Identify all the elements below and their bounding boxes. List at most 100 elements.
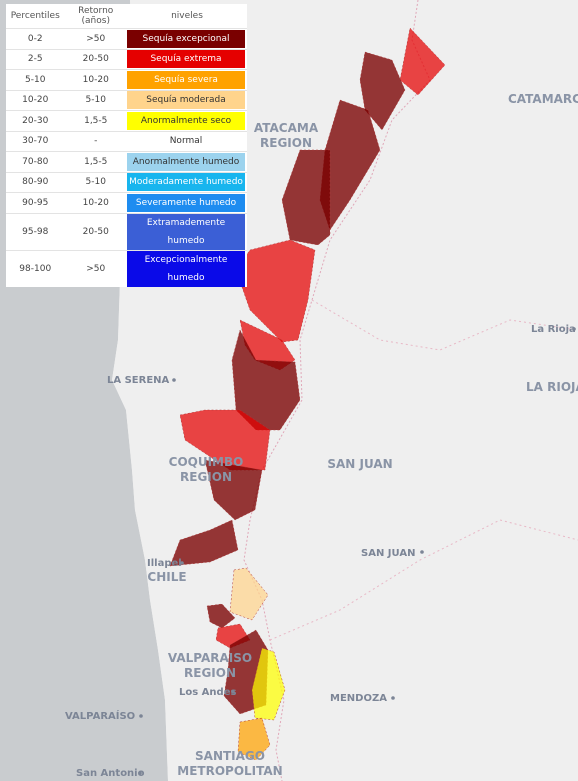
legend-row: 98-100 >50 Excepcionalmente humedo [6,249,247,287]
legend-nivel-cell: Moderadamente humedo [127,171,247,193]
city-dot-valparaiso [139,714,143,718]
drought-areas[interactable] [169,27,446,761]
city-dot-la-rioja [572,327,576,331]
legend-retorno: >50 [64,249,127,287]
area-atacama-north[interactable] [399,27,446,96]
city-label-san-antonio: San Antonio [76,768,145,779]
region-label-santiago-suffix: METROPOLITAN [177,764,282,778]
legend-nivel-swatch: Sequía excepcional [127,29,245,48]
legend-nivel-cell: Sequía moderada [127,89,247,111]
legend-nivel-swatch: Anormalmente seco [127,111,245,130]
city-label-la-serena: LA SERENA [107,375,170,386]
map-labels: ATACAMA REGION COQUIMBO REGION VALPARAIS… [65,92,578,779]
legend-percentile: 80-90 [6,171,65,193]
city-dot-los-andes [231,690,235,694]
legend-row: 20-30 1,5-5 Anormalmente seco [6,110,247,131]
legend-nivel-cell: Anormalmente humedo [127,151,247,172]
legend-retorno: >50 [64,28,127,49]
legend-row: 30-70- Normal [6,130,247,152]
city-dot-san-juan [420,550,424,554]
city-label-mendoza: MENDOZA [330,693,387,704]
province-label-catamarca: CATAMARCA [508,92,578,106]
legend-nivel-swatch: Moderadamente humedo [127,173,245,192]
city-label-los-andes: Los Andes [179,687,236,698]
legend-nivel-cell: Sequía severa [127,69,247,90]
legend-retorno: 1,5-5 [64,151,127,172]
legend-percentile: 10-20 [6,89,65,111]
legend-nivel-cell: Excepcionalmente humedo [127,249,247,287]
region-label-santiago: SANTIAGO [195,749,265,763]
legend-nivel-cell: Severamente humedo [127,192,247,213]
legend-row: 5-10 10-20 Sequía severa [6,69,247,90]
legend-nivel-swatch: Excepcionalmente humedo [127,250,245,287]
legend-retorno: 10-20 [64,69,127,90]
legend-nivel-swatch: Anormalmente humedo [127,152,245,171]
province-border [269,519,578,641]
legend-nivel-swatch: Sequía moderada [127,91,245,110]
legend-nivel-cell: Sequía extrema [127,48,247,70]
legend-row: 90-95 10-20 Severamente humedo [6,192,247,213]
city-label-la-rioja: La Rioja [531,324,576,335]
legend-header-row: Percentiles Retorno (años) niveles [6,4,247,29]
legend-nivel-cell: Normal [127,130,247,152]
drought-legend: Percentiles Retorno (años) niveles 0-2 >5… [6,4,247,287]
legend-percentile: 5-10 [6,69,65,90]
area-aconcagua-east[interactable] [229,567,269,621]
region-label-coquimbo-suffix: REGION [180,470,232,484]
legend-row: 0-2 >50 Sequía excepcional [6,28,247,49]
legend-retorno: 5-10 [64,171,127,193]
area-petorca[interactable] [206,603,236,629]
region-label-atacama-suffix: REGION [260,136,312,150]
legend-retorno: 20-50 [64,212,127,250]
legend-row: 80-90 5-10 Moderadamente humedo [6,171,247,193]
city-label-illapel: Illapel [147,558,182,569]
legend-nivel-cell: Anormalmente seco [127,110,247,131]
area-serena[interactable] [179,409,271,471]
legend-nivel-swatch: Sequía extrema [127,50,245,69]
legend-nivel-cell: Extramademente humedo [127,212,247,250]
legend-nivel-swatch: Extramademente humedo [127,213,245,250]
legend-percentile: 98-100 [6,249,65,287]
city-dot-illapel [180,561,184,565]
legend-percentile: 70-80 [6,151,65,172]
area-choapa[interactable] [169,519,239,567]
legend-retorno: - [64,130,127,152]
city-dot-mendoza [391,696,395,700]
legend-row: 10-20 5-10 Sequía moderada [6,89,247,111]
legend-retorno: 10-20 [64,192,127,213]
city-dot-la-serena [172,378,176,382]
legend-row: 95-98 20-50 Extramademente humedo [6,212,247,250]
area-limari[interactable] [204,459,263,521]
legend-row: 70-80 1,5-5 Anormalmente humedo [6,151,247,172]
area-atacama-b[interactable] [319,99,381,231]
legend-header-niveles: niveles [171,11,203,21]
legend-row: 2-5 20-50 Sequía extrema [6,48,247,70]
legend-percentile: 20-30 [6,110,65,131]
city-label-san-juan: SAN JUAN [361,548,415,559]
legend-retorno: 1,5-5 [64,110,127,131]
legend-retorno: 20-50 [64,48,127,70]
legend-nivel-swatch: Sequía severa [127,70,245,89]
area-elqui-east[interactable] [231,329,301,431]
area-los-andes[interactable] [251,647,286,721]
area-atacama-c[interactable] [281,149,331,246]
region-label-valparaiso-suffix: REGION [184,666,236,680]
province-label-la-rioja: LA RIOJA [526,380,578,394]
legend-header-retorno: Retorno (años) [78,6,114,26]
legend-percentile: 90-95 [6,192,65,213]
area-santiago[interactable] [237,717,271,761]
area-atacama-a[interactable] [359,51,406,131]
legend-nivel-swatch: Normal [127,132,245,151]
city-dot-san-antonio [138,771,142,775]
legend-percentile: 95-98 [6,212,65,250]
legend-nivel-cell: Sequía excepcional [127,28,247,49]
legend-percentile: 0-2 [6,28,65,49]
legend-nivel-swatch: Severamente humedo [127,193,245,212]
country-label-chile: CHILE [147,570,186,584]
region-label-atacama: ATACAMA [254,121,319,135]
city-label-valparaiso: VALPARAÍSO [65,709,135,722]
legend-percentile: 30-70 [6,130,65,152]
region-label-coquimbo: COQUIMBO [169,455,244,469]
legend-percentile: 2-5 [6,48,65,70]
region-label-valparaiso: VALPARAISO [168,651,252,665]
